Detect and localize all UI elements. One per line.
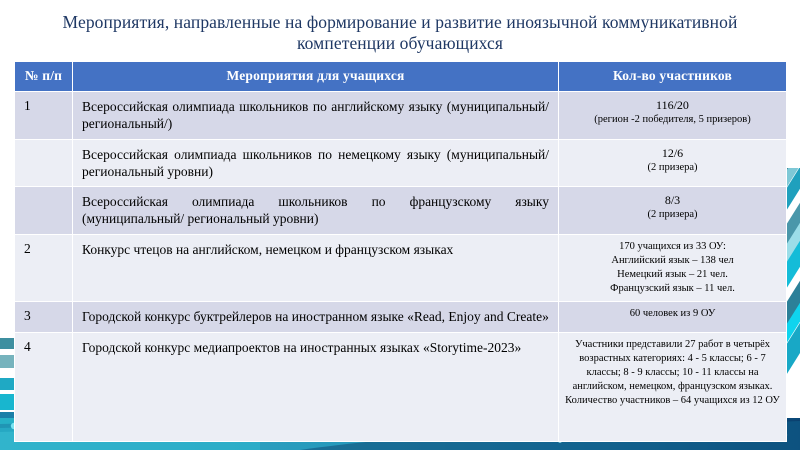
- participants-sub: (2 призера): [647, 161, 698, 173]
- table-header-row: № п/п Мероприятия для учащихся Кол-во уч…: [14, 61, 787, 92]
- row-participants: 116/20 (регион -2 победителя, 5 призеров…: [558, 91, 787, 140]
- table-row: Всероссийская олимпиада школьников по не…: [14, 138, 787, 188]
- table-row: 4 Городской конкурс медиапроектов на ино…: [14, 331, 787, 442]
- row-event: Городской конкурс буктрейлеров на иностр…: [72, 301, 559, 333]
- column-header-participants: Кол-во участников: [558, 61, 787, 92]
- slide-title: Мероприятия, направленные на формировани…: [62, 12, 738, 54]
- row-participants: 170 учащихся из 33 ОУ: Английский язык –…: [558, 233, 787, 303]
- row-number: 4: [14, 331, 73, 442]
- row-event: Городской конкурс медиапроектов на иност…: [72, 331, 559, 442]
- row-participants: 12/6 (2 призера): [558, 138, 787, 188]
- participants-line: Немецкий язык – 21 чел.: [617, 268, 728, 280]
- table-row: 1 Всероссийская олимпиада школьников по …: [14, 91, 787, 140]
- row-number: [14, 138, 73, 188]
- table-row: 2 Конкурс чтецов на английском, немецком…: [14, 233, 787, 303]
- participants-main: 116/20: [656, 98, 689, 112]
- participants-main: 12/6: [661, 145, 684, 160]
- table-row: Всероссийская олимпиада школьников по фр…: [14, 186, 787, 235]
- participants-line: Английский язык – 138 чел: [611, 254, 734, 266]
- participants-line: 170 учащихся из 33 ОУ:: [619, 240, 726, 252]
- row-number: 3: [14, 301, 73, 333]
- row-event: Всероссийская олимпиада школьников по фр…: [72, 186, 559, 235]
- participants-sub: (2 призера): [647, 209, 698, 221]
- participants-sub: (регион -2 победителя, 5 призеров): [594, 114, 751, 126]
- row-event: Всероссийская олимпиада школьников по ан…: [72, 91, 559, 140]
- row-participants: 8/3 (2 призера): [558, 186, 787, 235]
- column-header-event: Мероприятия для учащихся: [72, 61, 559, 92]
- events-table: № п/п Мероприятия для учащихся Кол-во уч…: [14, 61, 787, 442]
- participants-line: Участники представили 27 работ в четырёх…: [572, 338, 773, 393]
- row-participants: 60 человек из 9 ОУ: [558, 301, 787, 333]
- events-table-wrapper: № п/п Мероприятия для учащихся Кол-во уч…: [14, 61, 787, 442]
- participants-line: Французский язык – 11 чел.: [610, 283, 735, 295]
- participants-main: 8/3: [664, 193, 681, 208]
- row-participants: Участники представили 27 работ в четырёх…: [558, 331, 787, 442]
- row-event: Конкурс чтецов на английском, немецком и…: [72, 233, 559, 303]
- row-number: 2: [14, 233, 73, 303]
- participants-line: 60 человек из 9 ОУ: [629, 308, 716, 320]
- participants-line: Количество участников – 64 учащихся из 1…: [565, 395, 780, 407]
- row-event: Всероссийская олимпиада школьников по не…: [72, 138, 559, 188]
- column-header-number: № п/п: [14, 61, 73, 92]
- table-row: 3 Городской конкурс буктрейлеров на инос…: [14, 301, 787, 333]
- row-number: 1: [14, 91, 73, 140]
- row-number: [14, 186, 73, 235]
